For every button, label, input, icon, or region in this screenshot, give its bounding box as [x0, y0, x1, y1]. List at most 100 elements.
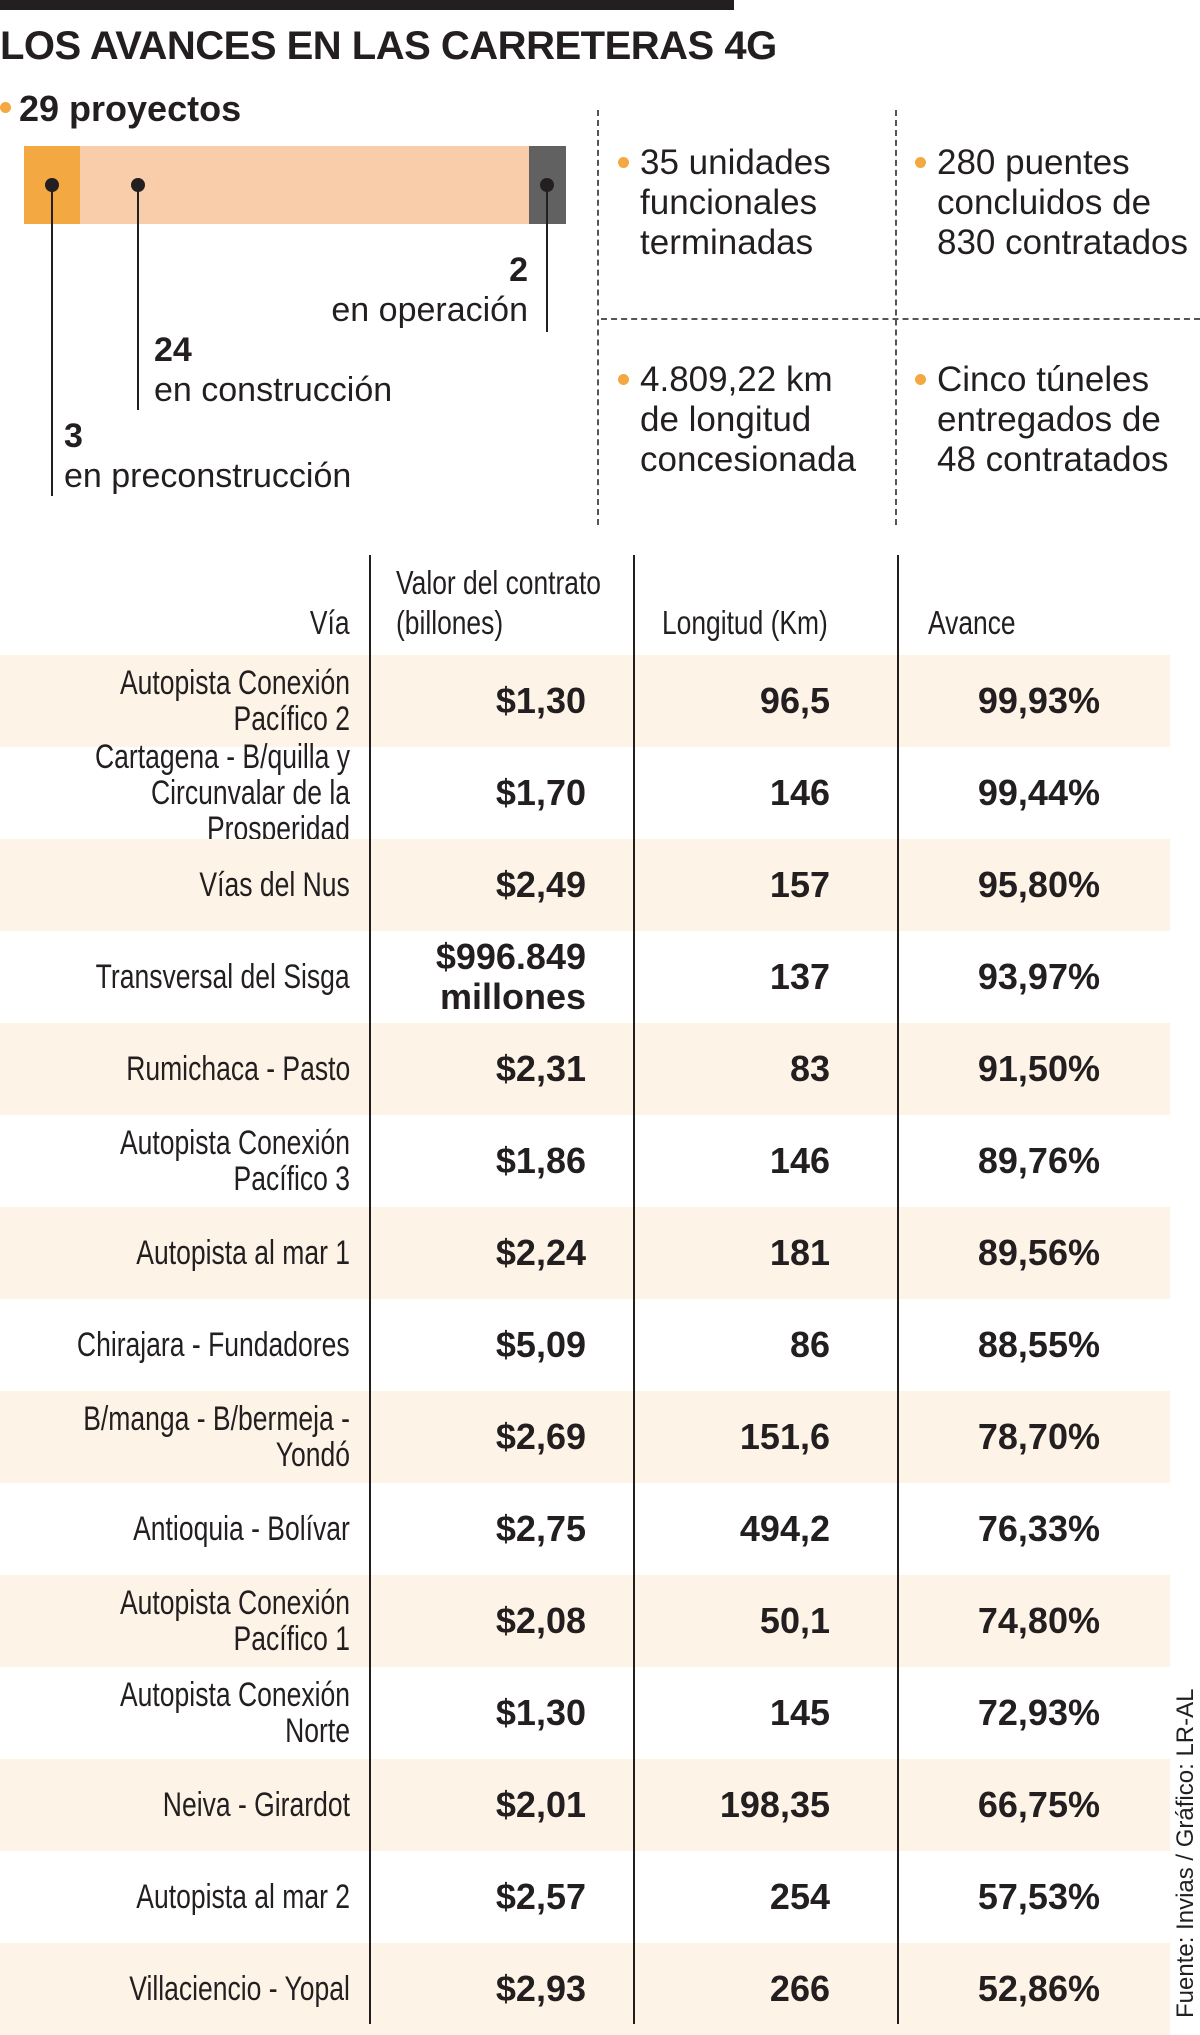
- cell-avance: 78,70%: [977, 1416, 1100, 1457]
- cell-longitud: 86: [789, 1324, 830, 1365]
- cell-avance: 99,44%: [977, 772, 1100, 813]
- cell-valor: $1,70: [495, 772, 586, 813]
- cell-via: Autopista Conexión Norte: [0, 1667, 350, 1759]
- cell-via-text: Chirajara - Fundadores: [77, 1326, 350, 1364]
- cell-valor: $2,24: [495, 1232, 586, 1273]
- cell-longitud: 146: [769, 1140, 830, 1181]
- cell-via: Rumichaca - Pasto: [63, 1023, 350, 1115]
- text-preconstruccion: en preconstrucción: [64, 457, 352, 495]
- cell-via-text: Autopista al mar 2: [136, 1878, 350, 1916]
- bullet-dot-icon: [915, 157, 926, 168]
- table-row: Transversal del Sisga $996.849 millones 13…: [0, 931, 1170, 1023]
- stat-tuneles: Cinco túneles entregados de 48 contratad…: [915, 360, 1169, 480]
- top-rule: [0, 0, 734, 10]
- label-preconstruccion: 3 en preconstrucción: [64, 416, 351, 496]
- cell-longitud: 96,5: [759, 680, 830, 721]
- cell-avance: 57,53%: [977, 1876, 1100, 1917]
- cell-via-text: Autopista Conexión Pacífico 2: [119, 664, 350, 738]
- cell-via-text: Autopista Conexión Norte: [119, 1676, 350, 1750]
- leader-line-construccion: [137, 185, 140, 410]
- cell-longitud: 50,1: [759, 1600, 830, 1641]
- cell-avance: 95,80%: [977, 864, 1100, 905]
- table-row: Chirajara - Fundadores $5,09 86 88,55%: [0, 1299, 1170, 1391]
- cell-longitud: 157: [769, 864, 830, 905]
- cell-via-text: B/manga - B/bermeja - Yondó: [83, 1400, 350, 1474]
- cell-avance: 72,93%: [977, 1692, 1100, 1733]
- cell-avance: 99,93%: [977, 680, 1100, 721]
- header-valor: Valor del contrato (billones): [396, 564, 601, 641]
- cell-avance: 89,76%: [977, 1140, 1100, 1181]
- table-row: Vías del Nus $2,49 157 95,80%: [0, 839, 1170, 931]
- label-operacion: 2 en operación: [331, 250, 528, 330]
- count-preconstruccion: 3: [64, 417, 83, 455]
- cell-via: Villaciencio - Yopal: [67, 1943, 350, 2035]
- cell-via: Transversal del Sisga: [24, 931, 350, 1023]
- table-row: Autopista Conexión Pacífico 1 $2,08 50,1 74…: [0, 1575, 1170, 1667]
- cell-avance: 91,50%: [977, 1048, 1100, 1089]
- table-body: Autopista Conexión Pacífico 2 $1,30 96,5 99…: [0, 655, 1170, 2035]
- cell-longitud: 254: [769, 1876, 830, 1917]
- cell-valor: $2,49: [495, 864, 586, 905]
- cell-via: Autopista Conexión Pacífico 3: [0, 1115, 350, 1207]
- cell-longitud: 181: [769, 1232, 830, 1273]
- leader-line-preconstruccion: [51, 185, 54, 496]
- cell-longitud: 145: [769, 1692, 830, 1733]
- cell-avance: 66,75%: [977, 1784, 1100, 1825]
- count-construccion: 24: [154, 331, 192, 369]
- cell-valor: $5,09: [495, 1324, 586, 1365]
- stat-puentes: 280 puentes concluidos de 830 contratado…: [915, 143, 1188, 263]
- cell-longitud: 146: [769, 772, 830, 813]
- bullet-dot-icon: [0, 101, 11, 113]
- stat-unidades: 35 unidades funcionales terminadas: [618, 143, 831, 263]
- bar-segment-construccion: [80, 146, 529, 224]
- cell-via-text: Neiva - Girardot: [162, 1786, 350, 1824]
- cell-via: Autopista Conexión Pacífico 2: [0, 655, 350, 747]
- stat-longitud: 4.809,22 km de longitud concesionada: [618, 360, 856, 480]
- cell-valor: $2,93: [495, 1968, 586, 2009]
- table-row: Antioquia - Bolívar $2,75 494,2 76,33%: [0, 1483, 1170, 1575]
- header-avance: Avance: [928, 604, 1016, 641]
- table-row: Neiva - Girardot $2,01 198,35 66,75%: [0, 1759, 1170, 1851]
- cell-via: Autopista Conexión Pacífico 1: [0, 1575, 350, 1667]
- cell-valor: $1,30: [495, 680, 586, 721]
- cell-avance: 74,80%: [977, 1600, 1100, 1641]
- text-construccion: en construcción: [154, 371, 393, 409]
- cell-valor: $2,57: [495, 1876, 586, 1917]
- header-longitud: Longitud (Km): [662, 604, 828, 641]
- projects-total: 29 proyectos: [0, 88, 241, 130]
- cell-avance: 52,86%: [977, 1968, 1100, 2009]
- bullet-dot-icon: [915, 374, 926, 385]
- table-row: Cartagena - B/quilla y Circunvalar de la…: [0, 739, 1170, 847]
- cell-via: Autopista al mar 2: [76, 1851, 350, 1943]
- projects-total-label: 29 proyectos: [19, 88, 242, 129]
- cell-longitud: 266: [769, 1968, 830, 2009]
- cell-via-text: Villaciencio - Yopal: [129, 1970, 350, 2008]
- cell-via-text: Rumichaca - Pasto: [125, 1050, 350, 1088]
- cell-longitud: 198,35: [719, 1784, 830, 1825]
- cell-longitud: 137: [769, 956, 830, 997]
- cell-longitud: 151,6: [739, 1416, 830, 1457]
- bullet-dot-icon: [618, 374, 629, 385]
- cell-via: Antioquia - Bolívar: [72, 1483, 350, 1575]
- cell-via-text: Vías del Nus: [199, 866, 350, 904]
- column-divider-3: [897, 555, 899, 2024]
- cell-valor: $1,30: [495, 1692, 586, 1733]
- cell-via-text: Autopista al mar 1: [136, 1234, 350, 1272]
- table-header: Vía Valor del contrato (billones) Longit…: [0, 555, 1170, 655]
- cell-valor: $2,69: [495, 1416, 586, 1457]
- table-row: Autopista al mar 2 $2,57 254 57,53%: [0, 1851, 1170, 1943]
- projects-stacked-bar: [24, 146, 566, 224]
- cell-via-text: Antioquia - Bolívar: [133, 1510, 350, 1548]
- cell-via-text: Transversal del Sisga: [95, 958, 350, 996]
- table-row: Autopista Conexión Norte $1,30 145 72,93%: [0, 1667, 1170, 1759]
- cell-avance: 76,33%: [977, 1508, 1100, 1549]
- cell-via: Autopista al mar 1: [76, 1207, 350, 1299]
- cell-via-text: Autopista Conexión Pacífico 3: [119, 1124, 350, 1198]
- table-row: Autopista Conexión Pacífico 3 $1,86 146 89,…: [0, 1115, 1170, 1207]
- cell-via: Neiva - Girardot: [110, 1759, 350, 1851]
- column-divider-1: [369, 555, 371, 2024]
- header-via: Vía: [310, 604, 350, 641]
- leader-line-operacion: [546, 185, 549, 332]
- table-row: B/manga - B/bermeja - Yondó $2,69 151,6 78,…: [0, 1391, 1170, 1483]
- cell-via-text: Cartagena - B/quilla y Circunvalar de la…: [94, 738, 350, 848]
